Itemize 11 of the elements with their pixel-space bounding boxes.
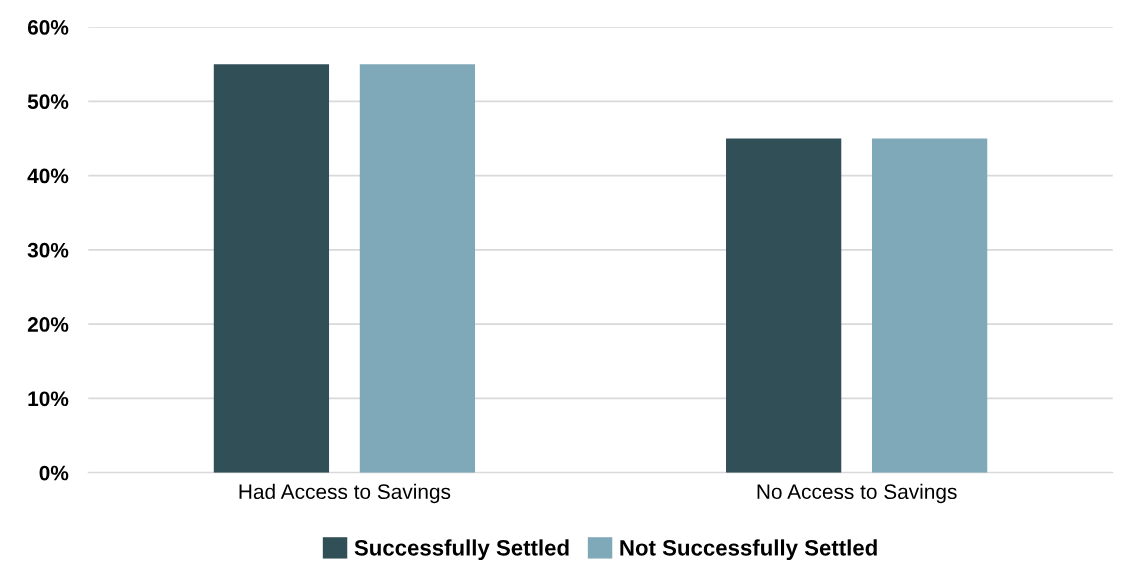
y-tick-label: 60% [27, 20, 69, 35]
y-tick-label: 20% [27, 317, 69, 332]
x-tick-label: Had Access to Savings [239, 483, 451, 504]
legend-label: Successfully Settled [354, 539, 569, 561]
x-tick-label: No Access to Savings [757, 483, 957, 504]
legend-label: Not Successfully Settled [620, 539, 877, 561]
y-tick-label: 40% [27, 168, 69, 184]
y-tick-label: 0% [39, 465, 69, 481]
y-tick-label: 50% [27, 94, 69, 110]
y-tick-label: 30% [27, 242, 69, 258]
y-tick-label: 10% [28, 391, 69, 407]
